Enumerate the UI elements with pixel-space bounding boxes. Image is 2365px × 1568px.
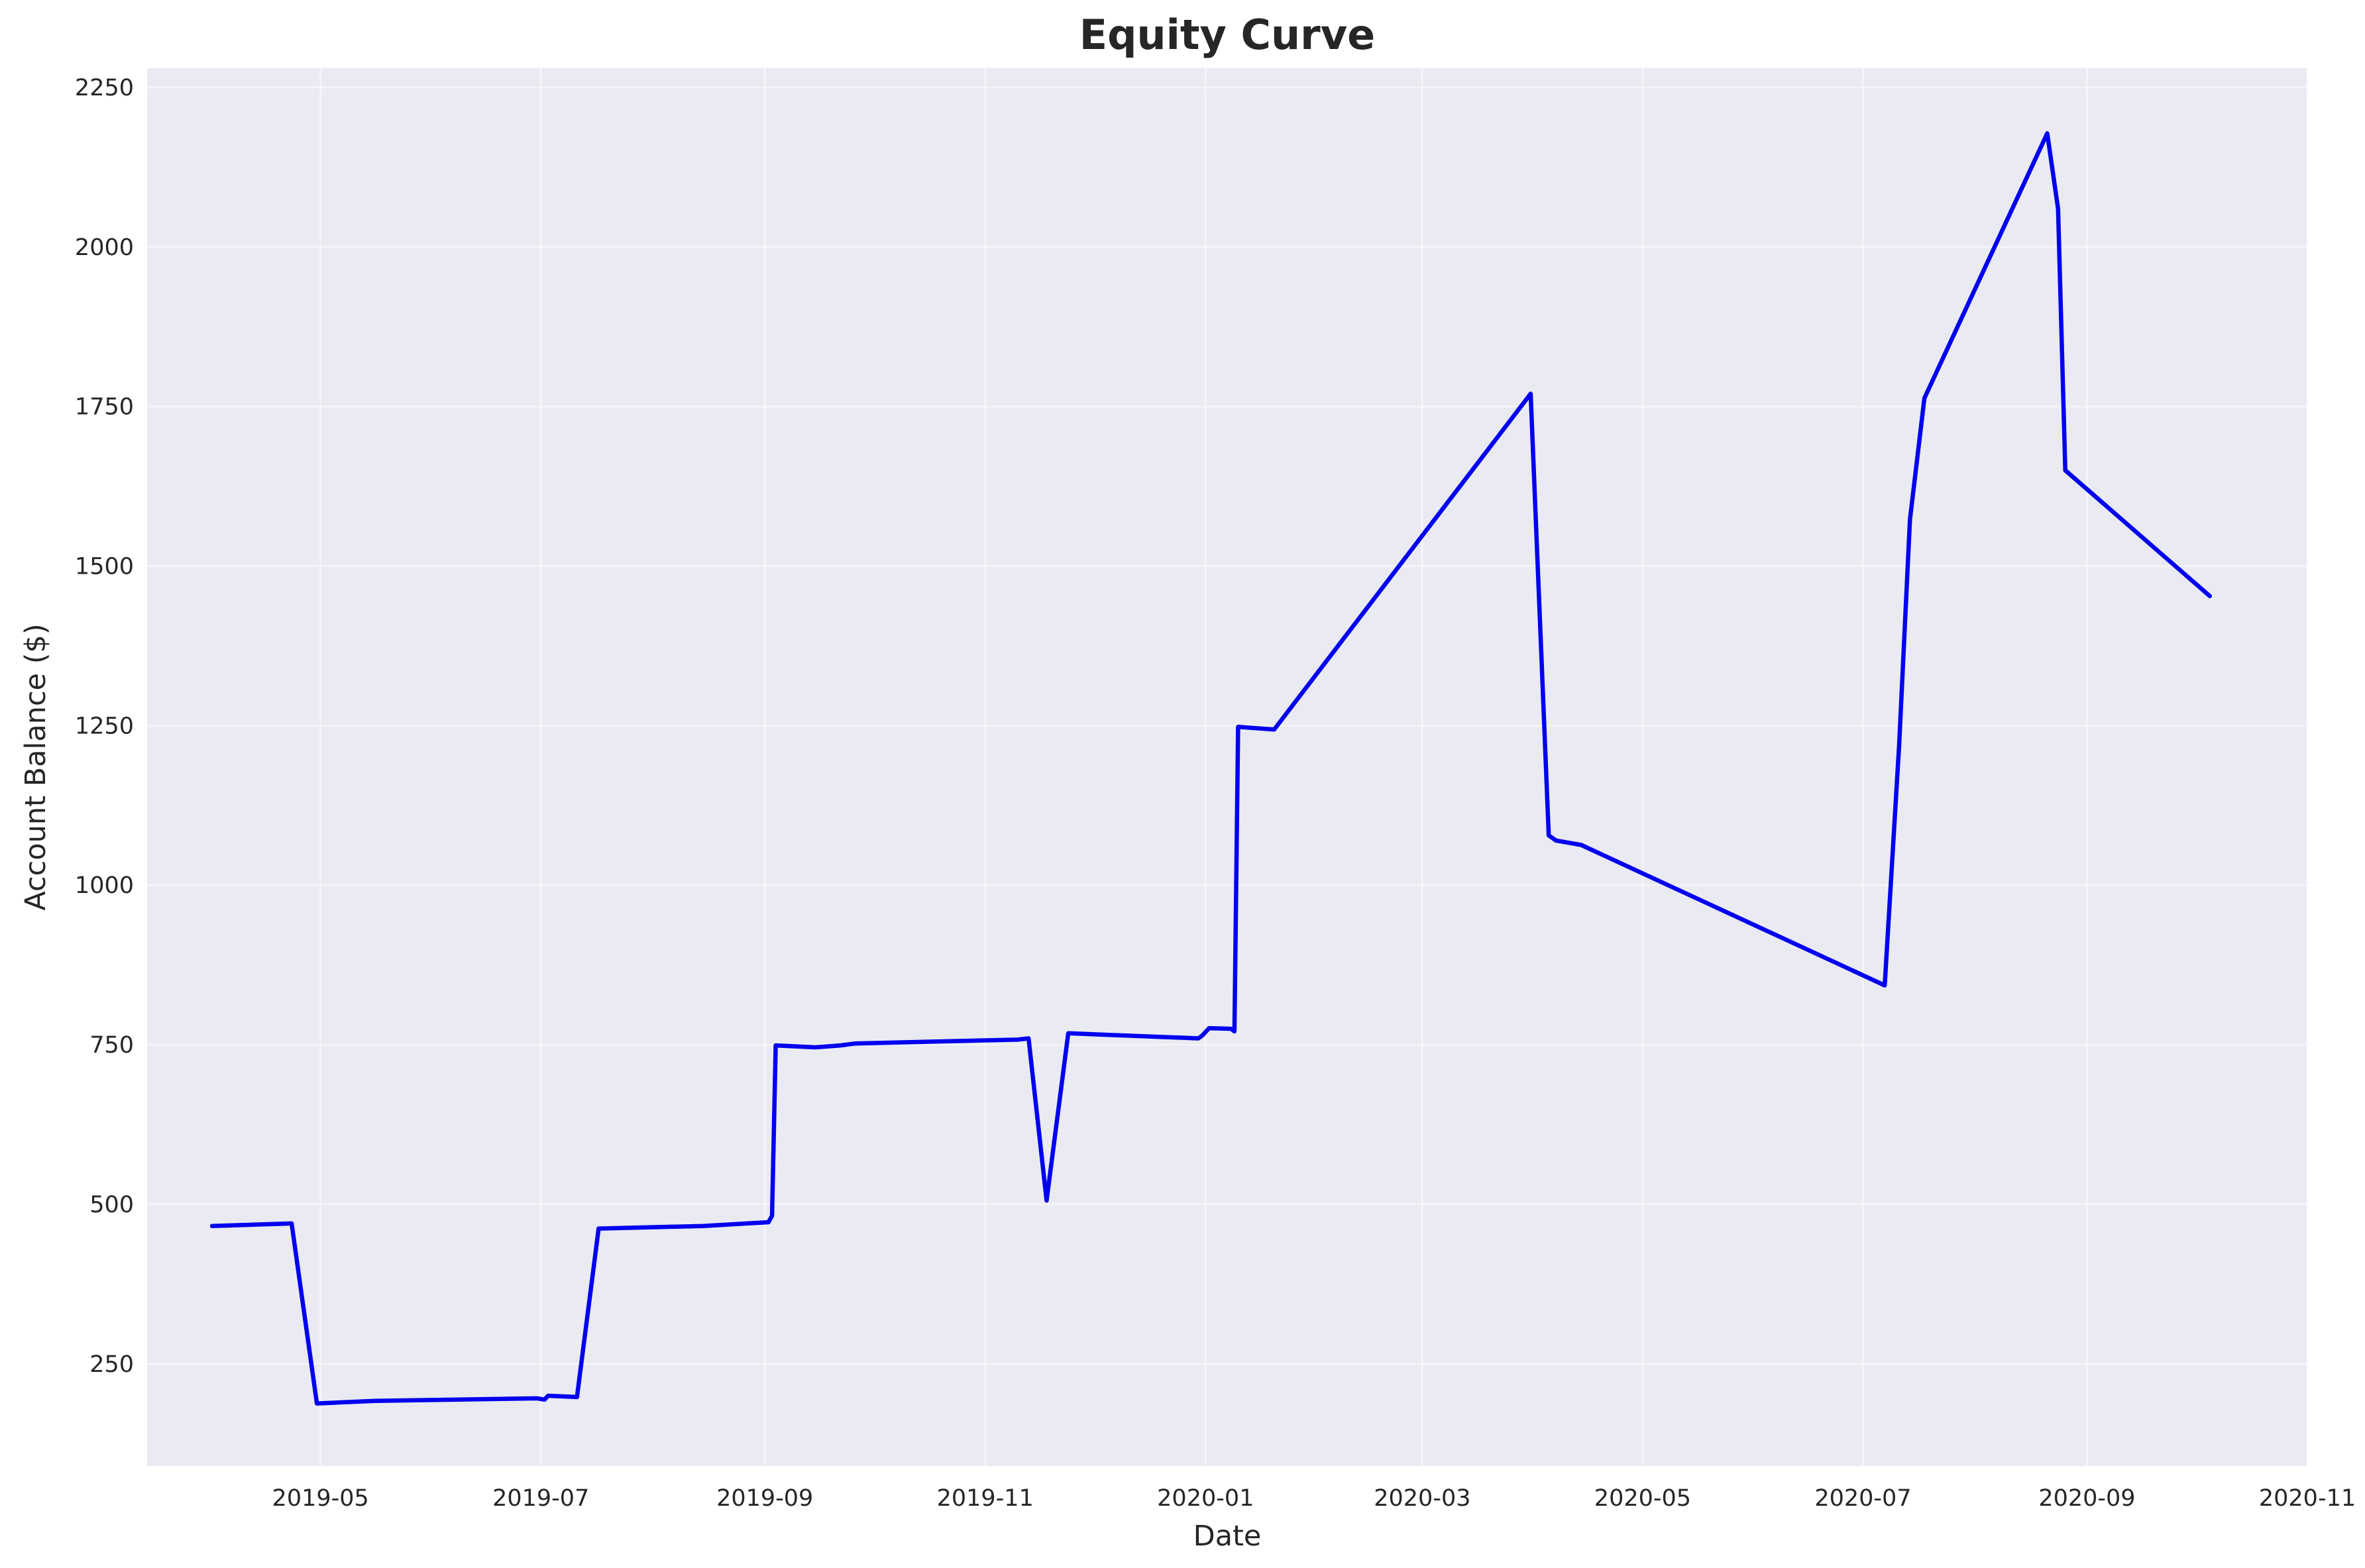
x-tick-label: 2020-07 bbox=[1814, 1485, 1911, 1512]
y-tick-label: 2000 bbox=[75, 235, 134, 261]
x-axis-label: Date bbox=[1193, 1520, 1262, 1553]
grid bbox=[147, 68, 2309, 1466]
plot-area bbox=[147, 68, 2307, 1466]
x-tick-label: 2019-05 bbox=[272, 1485, 369, 1512]
x-tick-label: 2019-11 bbox=[937, 1485, 1034, 1512]
x-tick-label: 2019-09 bbox=[716, 1485, 813, 1512]
x-tick-label: 2020-05 bbox=[1594, 1485, 1691, 1512]
y-tick-label: 1750 bbox=[75, 394, 134, 421]
y-tick-label: 750 bbox=[89, 1032, 134, 1059]
y-tick-label: 500 bbox=[89, 1192, 134, 1218]
y-tick-label: 2250 bbox=[75, 75, 134, 101]
x-tick-label: 2020-01 bbox=[1157, 1485, 1254, 1512]
x-tick-label: 2020-11 bbox=[2259, 1485, 2356, 1512]
x-tick-label: 2020-03 bbox=[1374, 1485, 1470, 1512]
y-axis-label: Account Balance ($) bbox=[19, 623, 52, 910]
equity-line bbox=[209, 131, 2213, 1406]
y-axis: 250 500 750 1000 1250 1500 1750 2000 2250 bbox=[75, 75, 134, 1378]
y-tick-label: 1500 bbox=[75, 554, 134, 580]
chart-title: Equity Curve bbox=[1079, 11, 1375, 59]
y-tick-label: 250 bbox=[89, 1351, 134, 1378]
x-tick-label: 2020-09 bbox=[2038, 1485, 2135, 1512]
x-tick-label: 2019-07 bbox=[492, 1485, 589, 1512]
y-tick-label: 1250 bbox=[75, 713, 134, 739]
x-axis: 2019-05 2019-07 2019-09 2019-11 2020-01 2020-… bbox=[272, 1485, 2356, 1512]
series-group bbox=[209, 131, 2213, 1406]
y-tick-label: 1000 bbox=[75, 872, 134, 899]
